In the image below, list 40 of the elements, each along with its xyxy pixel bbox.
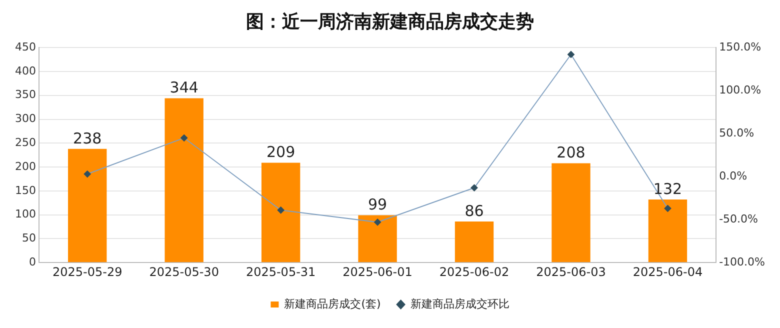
x-tick-label: 2025-06-04 <box>632 264 703 279</box>
data-label: 99 <box>368 196 388 214</box>
chart-title: 图：近一周济南新建商品房成交走势 <box>246 11 534 32</box>
y2-tick-label: -100.0% <box>719 255 766 268</box>
x-tick-label: 2025-06-03 <box>536 264 606 279</box>
bar <box>358 215 397 262</box>
y2-tick-label: 50.0% <box>719 126 754 140</box>
y-tick-label: 300 <box>14 112 36 126</box>
x-tick-label: 2025-06-02 <box>439 264 510 279</box>
x-tick-label: 2025-05-30 <box>149 264 219 279</box>
data-label: 344 <box>170 78 198 97</box>
legend-label: 新建商品房成交(套) <box>284 297 381 310</box>
bar <box>164 98 204 262</box>
bar <box>648 200 688 262</box>
data-label: 209 <box>266 143 296 162</box>
y-tick-label: 50 <box>22 232 36 245</box>
y-tick-label: 250 <box>14 136 36 150</box>
data-label: 132 <box>653 180 682 198</box>
legend-label: 新建商品房成交环比 <box>410 297 510 310</box>
y-tick-label: 100 <box>14 208 36 221</box>
y2-tick-label: 150.0% <box>719 40 762 54</box>
data-label: 86 <box>464 202 484 220</box>
y-tick-label: 400 <box>14 64 36 78</box>
y-tick-label: 0 <box>28 255 36 268</box>
y-tick-label: 450 <box>14 40 36 54</box>
data-label: 208 <box>556 144 586 162</box>
y2-tick-label: -50.0% <box>719 212 758 226</box>
bar <box>261 162 300 262</box>
y-tick-label: 150 <box>14 184 36 197</box>
bar <box>454 222 494 262</box>
y2-tick-label: 0.0% <box>719 169 748 182</box>
y-tick-label: 200 <box>14 160 36 173</box>
y-tick-label: 350 <box>14 88 36 102</box>
data-label: 238 <box>73 129 102 148</box>
x-tick-label: 2025-05-29 <box>52 264 122 279</box>
bar <box>552 163 590 262</box>
y2-tick-label: 100.0% <box>719 83 762 96</box>
x-tick-label: 2025-06-01 <box>342 264 412 279</box>
x-tick-label: 2025-05-31 <box>246 264 316 279</box>
bar <box>68 148 107 262</box>
